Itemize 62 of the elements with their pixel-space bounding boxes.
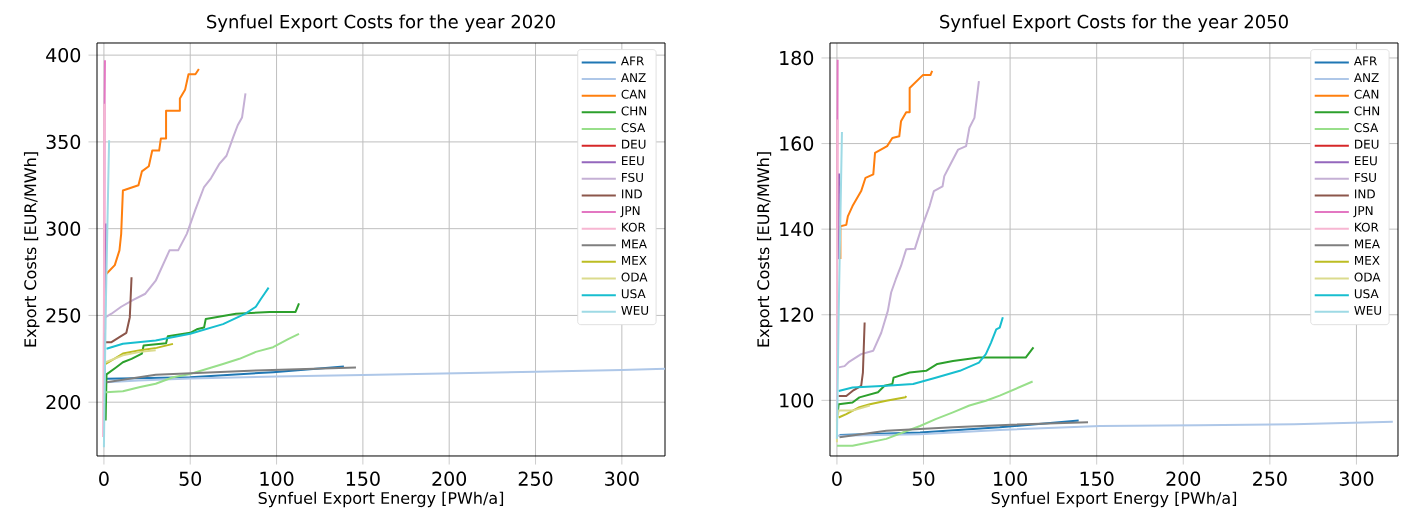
y-tick-label: 400 [46,47,81,63]
legend-label: CAN [621,89,646,99]
legend-label: WEU [621,305,649,315]
y-tick-label: 120 [780,307,814,322]
legend-label: FSU [1355,172,1376,182]
x-tick-label: 150 [346,471,380,486]
legend-label: USA [621,289,646,299]
legend-label: CHN [621,106,647,116]
y-tick-label: 160 [780,136,814,151]
legend-label: ODA [621,272,648,282]
x-axis-title: Synfuel Export Energy [PWh/a] [991,491,1237,508]
x-tick-label: 0 [832,471,842,486]
chart-title: Synfuel Export Costs for the year 2050 [940,14,1288,32]
y-axis-title: Export Costs [EUR/MWh] [23,152,40,347]
legend-label: EEU [622,156,644,166]
legend-label: KOR [1355,222,1379,232]
legend-label: FSU [622,172,643,182]
legend-label: JPN [1353,206,1373,218]
legend-label: IND [622,189,642,199]
legend-label: AFR [620,56,644,66]
y-tick-label: 250 [46,308,81,323]
legend-label: EEU [1355,156,1377,166]
x-tick-label: 150 [1080,471,1114,486]
x-tick-label: 100 [994,471,1027,486]
chart-title: Synfuel Export Costs for the year 2020 [207,14,555,32]
legend-label: CSA [621,123,646,133]
legend-label: KOR [622,222,646,232]
legend-label: CAN [1354,89,1379,99]
legend-label: DEU [622,139,646,149]
x-tick-label: 200 [432,471,467,486]
legend-label: ANZ [620,73,646,82]
x-tick-label: 0 [99,471,109,486]
legend-label: ODA [1354,272,1381,282]
x-tick-label: 50 [912,471,935,486]
legend-label: JPN [620,206,640,218]
legend-label: MEA [622,239,647,249]
legend-label: MEX [1355,255,1380,265]
x-tick-label: 300 [1339,471,1374,486]
x-tick-label: 50 [179,471,202,486]
x-tick-label: 250 [1253,471,1287,486]
legend-label: DEU [1355,139,1379,149]
legend-label: CHN [1354,106,1380,116]
y-tick-label: 200 [46,394,81,410]
legend-label: USA [1354,289,1379,299]
legend-label: MEX [622,255,647,265]
y-tick-label: 100 [780,393,814,408]
x-tick-label: 250 [518,471,553,486]
y-axis-title: Export Costs [EUR/MWh] [756,152,773,347]
x-tick-label: 100 [260,471,294,486]
legend-label: ANZ [1353,73,1379,82]
x-tick-label: 300 [605,471,639,486]
y-tick-label: 140 [780,221,814,237]
legend-label: CSA [1354,123,1379,133]
legend-label: WEU [1354,305,1382,315]
y-tick-label: 180 [780,50,814,66]
x-axis-title: Synfuel Export Energy [PWh/a] [258,491,504,508]
y-tick-label: 350 [46,134,81,150]
y-tick-label: 300 [46,221,81,236]
legend-label: MEA [1355,239,1380,249]
x-tick-label: 200 [1166,471,1201,486]
legend-label: IND [1355,189,1375,199]
legend-label: AFR [1353,56,1377,66]
